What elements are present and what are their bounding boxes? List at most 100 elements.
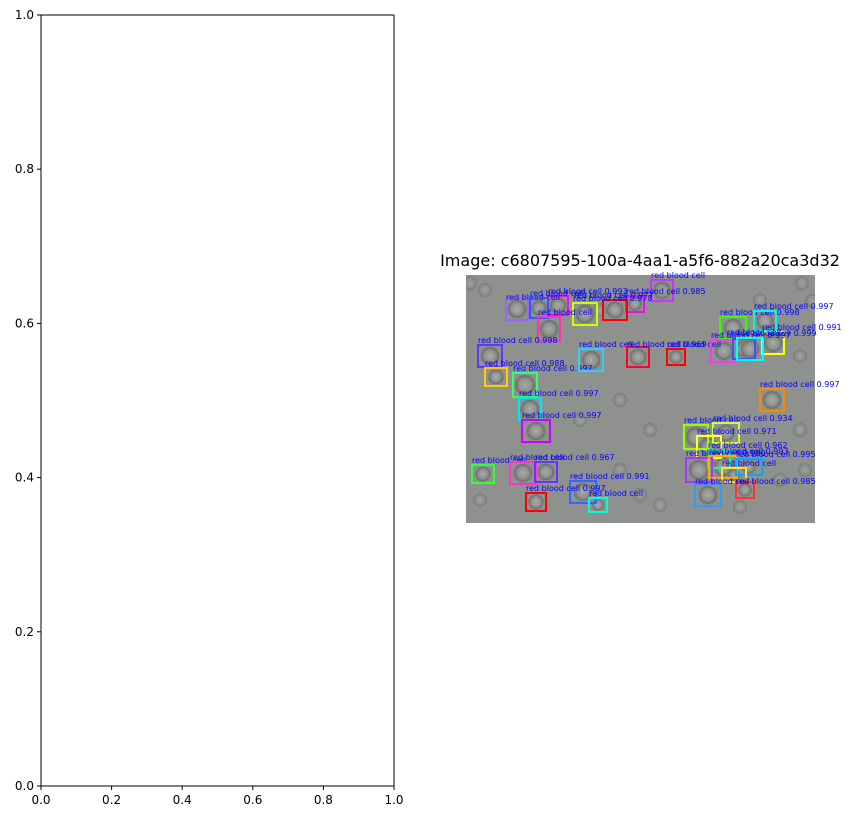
background-cell xyxy=(612,392,628,408)
red-blood-cell xyxy=(474,465,492,483)
image-title: Image: c6807595-100a-4aa1-a5f6-882a20ca3… xyxy=(440,251,840,270)
detection-label: red blood cell xyxy=(472,456,526,465)
detection-label: red blood cell 0.999 xyxy=(737,329,817,338)
red-blood-cell xyxy=(627,296,643,312)
detection-label: red blood cell 0.985 xyxy=(736,477,816,486)
detection-box xyxy=(525,492,547,512)
detection-label: red blood cell 0.977 xyxy=(574,291,654,300)
red-blood-cell xyxy=(580,349,602,371)
detection-box xyxy=(588,497,608,513)
y-axis-ticks: 0.0 0.2 0.4 0.6 0.8 1.0 xyxy=(15,8,41,793)
x-tick-label: 0.6 xyxy=(243,793,262,807)
red-blood-cell xyxy=(513,373,537,397)
detection-box xyxy=(666,348,686,366)
detection-label: red blood cell xyxy=(667,340,721,349)
background-cell xyxy=(612,462,628,478)
x-tick-label: 0.2 xyxy=(102,793,121,807)
detection-box xyxy=(505,297,529,321)
red-blood-cell xyxy=(761,389,783,411)
background-cell xyxy=(632,487,648,503)
detection-label: red blood cell 0.997 xyxy=(519,389,599,398)
red-blood-cell xyxy=(506,298,528,320)
y-tick-label: 0.4 xyxy=(15,471,34,485)
x-axis-ticks: 0.0 0.2 0.4 0.6 0.8 1.0 xyxy=(31,786,404,807)
left-empty-axes: 0.0 0.2 0.4 0.6 0.8 1.0 0.0 0.2 0.4 0.6 0.8 1.0 xyxy=(15,8,404,807)
red-blood-cell xyxy=(538,318,560,340)
background-cell xyxy=(466,275,478,291)
background-cell xyxy=(652,497,668,513)
detection-label: red blood cell 0.991 xyxy=(570,472,650,481)
detection-box xyxy=(484,367,508,387)
red-blood-cell xyxy=(755,311,775,331)
background-cell xyxy=(794,275,810,291)
red-blood-cell xyxy=(487,368,505,386)
red-blood-cell xyxy=(519,398,541,420)
detection-box xyxy=(521,419,551,443)
red-blood-cell xyxy=(739,338,761,360)
detection-label: red blood cell xyxy=(579,340,633,349)
detection-box xyxy=(721,467,747,483)
y-tick-label: 0.8 xyxy=(15,162,34,176)
detection-label: red blood cell 0.985 xyxy=(626,287,706,296)
detection-box xyxy=(759,388,785,412)
detection-box xyxy=(650,279,674,302)
red-blood-cell xyxy=(527,493,545,511)
y-tick-label: 0.6 xyxy=(15,316,34,330)
red-blood-cell xyxy=(737,482,753,498)
detection-label: red blood cell 0.993 xyxy=(548,287,628,296)
red-blood-cell xyxy=(651,280,673,301)
detection-label: red blood cell 0.962 xyxy=(708,441,788,450)
red-blood-cell xyxy=(525,420,547,442)
detection-label: red blood cell 0.995 xyxy=(736,450,816,459)
detection-label: red blood cell xyxy=(589,489,643,498)
red-blood-cell xyxy=(713,340,735,362)
detection-label: red blood cell xyxy=(530,289,584,298)
detection-box xyxy=(736,337,764,361)
detection-label: red blood cell xyxy=(651,271,705,280)
background-cell xyxy=(797,462,813,478)
red-blood-cell xyxy=(697,484,719,506)
red-blood-cell xyxy=(628,347,648,367)
red-blood-cell xyxy=(548,296,568,315)
red-blood-cell xyxy=(722,317,744,339)
red-blood-cell xyxy=(530,299,548,317)
detection-label: red blood cell xyxy=(538,308,592,317)
red-blood-cell xyxy=(668,349,684,365)
red-blood-cell xyxy=(591,498,605,512)
red-blood-cell xyxy=(479,345,501,367)
detection-label: red blood cell 0.967 xyxy=(535,453,615,462)
detection-label: red blood cell 0.988 xyxy=(485,359,565,368)
detection-box xyxy=(694,483,722,507)
detection-box xyxy=(471,464,495,484)
detection-label: red blood cell xyxy=(722,459,776,468)
red-blood-cell xyxy=(762,332,784,354)
detection-label: red blood cell 0.993 xyxy=(709,447,789,456)
red-blood-cell xyxy=(536,462,556,482)
detection-image-panel: Image: c6807595-100a-4aa1-a5f6-882a20ca3… xyxy=(440,251,842,523)
background-cell xyxy=(804,293,815,309)
detection-box xyxy=(626,346,650,368)
background-cell xyxy=(572,412,588,428)
background-cell xyxy=(477,282,493,298)
detection-label: red blood cell 0.998 xyxy=(720,308,800,317)
detection-label: red blood cell 0.997 xyxy=(522,411,602,420)
left-axes-frame xyxy=(40,14,395,787)
red-blood-cell xyxy=(574,303,596,325)
y-tick-label: 0.2 xyxy=(15,625,34,639)
background-cell xyxy=(772,472,788,488)
detection-label: red blood cell 0.969 xyxy=(627,340,707,349)
y-tick-label: 0.0 xyxy=(15,779,34,793)
detection-label: red blood cell 0.998 xyxy=(478,336,558,345)
red-blood-cell xyxy=(605,300,625,320)
detection-label: red blood cell 0.980 xyxy=(686,449,766,458)
detection-label: red blood cell 0.978 xyxy=(573,294,653,303)
detection-box xyxy=(602,299,628,321)
background-cell xyxy=(792,348,808,364)
background-cell xyxy=(472,492,488,508)
y-tick-label: 1.0 xyxy=(15,8,34,22)
detection-label: red blood cell xyxy=(684,416,738,425)
detection-label: red blood cell 0.997 xyxy=(526,484,606,493)
detection-label: red blood cell 0.997 xyxy=(513,364,593,373)
